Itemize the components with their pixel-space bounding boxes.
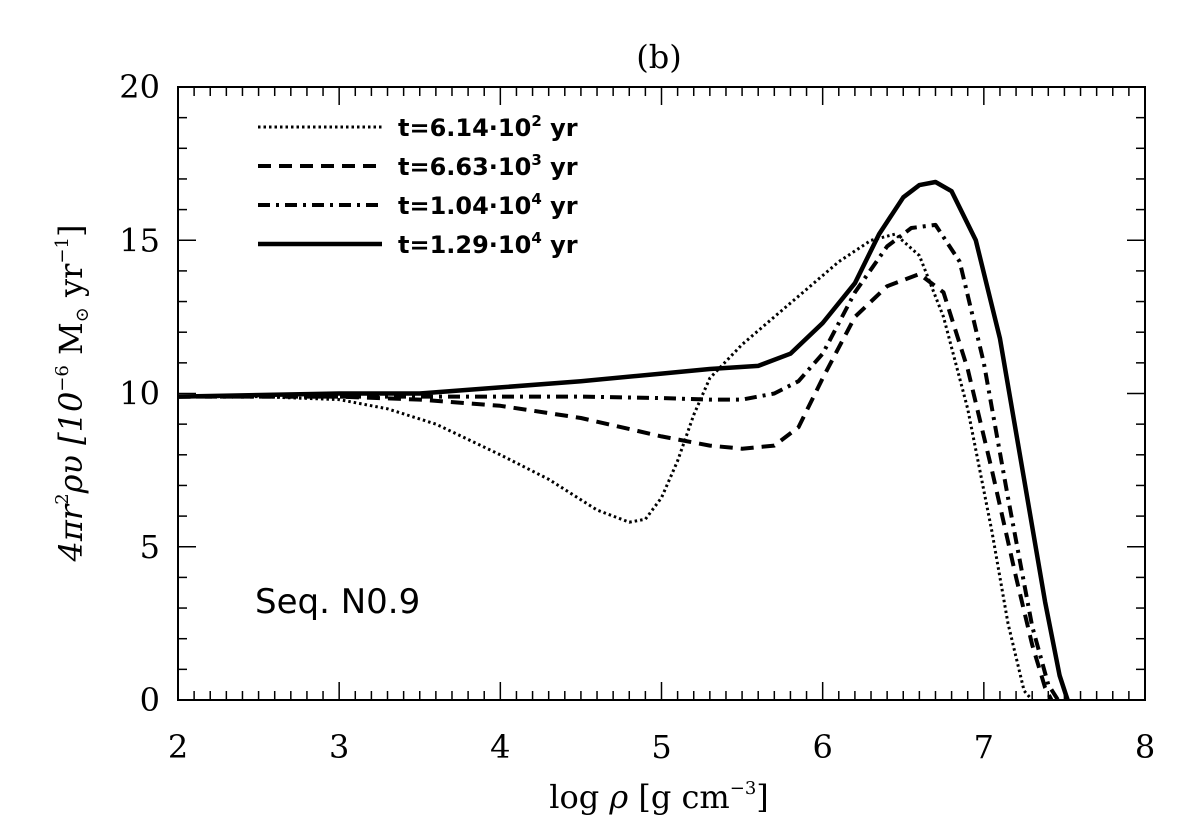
sequence-annotation: Seq. N0.9 xyxy=(255,582,420,622)
y-tick-label: 10 xyxy=(119,375,160,413)
legend-label-3: t=1.04·104 yr xyxy=(398,190,578,220)
y-tick-label: 0 xyxy=(140,681,160,719)
series-line-3 xyxy=(178,222,1060,702)
chart-title: (b) xyxy=(636,38,681,76)
y-tick-label: 5 xyxy=(140,528,160,566)
legend-label-1: t=6.14·102 yr xyxy=(398,112,578,142)
y-tick-label: 15 xyxy=(119,221,160,259)
y-tick-label: 20 xyxy=(119,68,160,106)
plot-frame xyxy=(177,86,1146,701)
legend-label-2: t=6.63·103 yr xyxy=(398,151,578,181)
legend-label-4: t=1.29·104 yr xyxy=(398,229,578,259)
series-line-1 xyxy=(178,232,1034,701)
x-tick-label: 3 xyxy=(329,728,349,766)
x-tick-label: 2 xyxy=(168,728,188,766)
y-axis-title: 4πr2ρυ [10−6 M⊙ yr−1] xyxy=(52,225,93,563)
series-line-4 xyxy=(177,179,1070,701)
x-tick-label: 8 xyxy=(1135,728,1155,766)
tick-labels: 2 3 4 5 6 7 8 0 5 10 15 20 xyxy=(119,68,1155,766)
series-line-2 xyxy=(178,272,1054,701)
x-tick-label: 5 xyxy=(651,728,671,766)
series-lines xyxy=(177,179,1070,702)
x-tick-label: 7 xyxy=(974,728,994,766)
x-tick-label: 6 xyxy=(812,728,832,766)
legend: t=6.14·102 yr t=6.63·103 yr t=1.04·104 yr t… xyxy=(258,112,578,259)
x-axis-title: log ρ [g cm−3] xyxy=(549,778,769,816)
x-tick-label: 4 xyxy=(490,728,510,766)
